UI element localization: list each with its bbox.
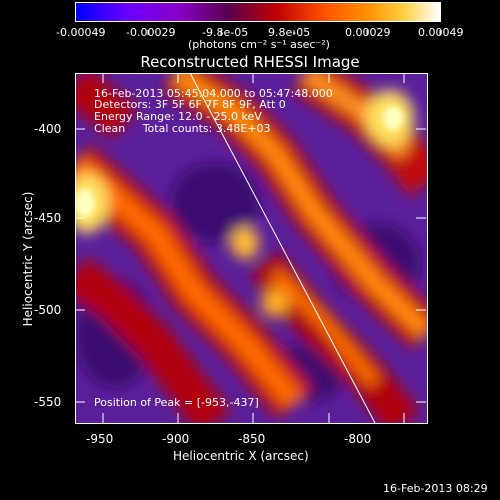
colorbar-tick-label: -0.00049 <box>56 26 106 39</box>
y-tick-label: -550 <box>34 395 62 409</box>
rhessi-image <box>75 73 427 423</box>
y-tick-label: -450 <box>34 211 62 225</box>
plot-title: Reconstructed RHESSI Image <box>140 53 360 71</box>
colorbar-tick-label: -0.00029 <box>126 26 176 39</box>
overlay-energy-range: Energy Range: 12.0 - 25.0 keV <box>94 110 262 123</box>
y-tick-label: -500 <box>34 303 62 317</box>
colorbar <box>75 2 441 22</box>
x-tick-label: -950 <box>86 432 114 446</box>
overlay-detectors: Detectors: 3F 5F 6F 7F 8F 9F, Att 0 <box>94 98 286 111</box>
y-axis-label: Heliocentric Y (arcsec) <box>21 191 35 327</box>
x-tick-label: -850 <box>238 432 266 446</box>
x-tick-label: -900 <box>162 432 190 446</box>
x-axis-label: Heliocentric X (arcsec) <box>173 449 309 463</box>
axis-ticks <box>75 73 428 425</box>
colorbar-units: (photons cm⁻² s⁻¹ asec⁻²) <box>188 38 330 51</box>
plot-frame <box>75 73 428 424</box>
colorbar-tick-marks <box>75 21 441 35</box>
y-tick-label: -400 <box>34 122 62 136</box>
overlay-time-range: 16-Feb-2013 05:45:04.000 to 05:47:48.000 <box>94 87 333 100</box>
colorbar-tick-label: 0.00029 <box>345 26 391 39</box>
colorbar-tick-label: -9.8e-05 <box>202 26 249 39</box>
x-tick-label: -800 <box>344 432 372 446</box>
overlay-clean-counts: Clean Total counts: 3.48E+03 <box>94 122 271 135</box>
overlay-peak-position: Position of Peak = [-953,-437] <box>94 396 259 409</box>
colorbar-tick-label: 9.8e-05 <box>268 26 311 39</box>
timestamp: 16-Feb-2013 08:29 <box>383 482 488 495</box>
colorbar-tick-label: 0.00049 <box>418 26 464 39</box>
